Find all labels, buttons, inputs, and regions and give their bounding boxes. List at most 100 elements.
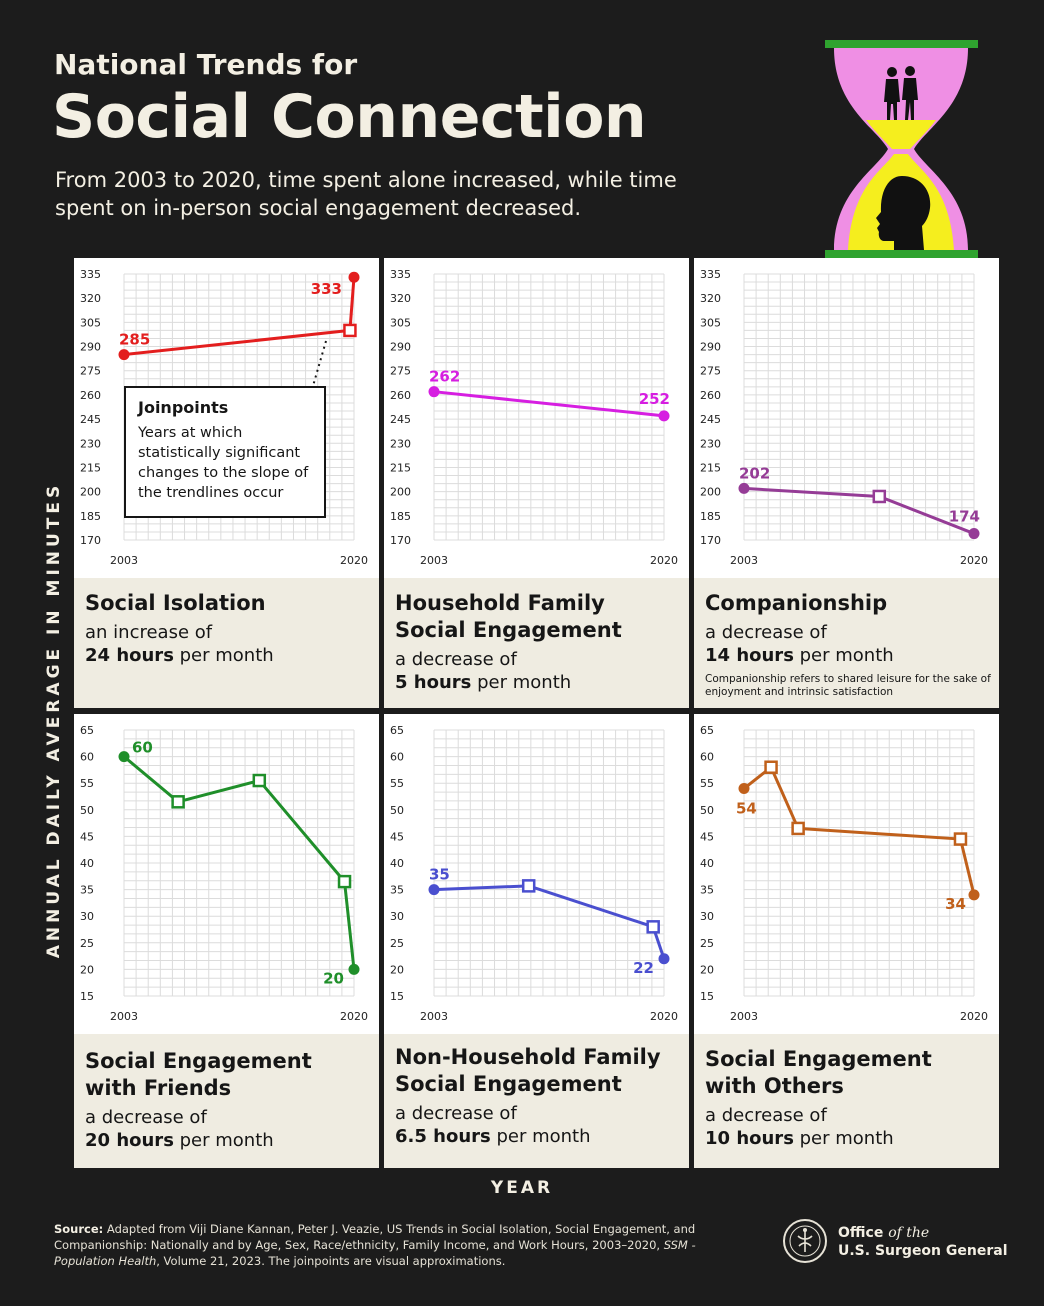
chart-companionship: 335 320 305 290 275 260 245 230 215 200 185 170 2003…	[700, 268, 988, 567]
joinpoint-marker	[764, 760, 778, 774]
page-title: Social Connection	[52, 82, 647, 152]
desc-suffix: per month	[490, 1126, 591, 1147]
y-tick-label: 335	[700, 268, 721, 281]
change-description: a decrease of 10 hours per month	[705, 1104, 991, 1150]
data-label: 20	[323, 969, 344, 987]
chart-household: 335 320 305 290 275 260 245 230 215 200 185 170 2003…	[390, 268, 678, 567]
series-line	[433, 390, 665, 418]
y-tick-label: 30	[700, 910, 714, 923]
data-label: 262	[429, 368, 460, 386]
x-tick-label: 2020	[960, 554, 988, 567]
callout-text: Years at which statistically significant…	[138, 425, 309, 501]
endpoint-marker	[968, 889, 980, 901]
data-label: 54	[736, 800, 757, 818]
org-of-the: of the	[888, 1225, 930, 1241]
x-tick-label: 2003	[730, 1010, 758, 1023]
y-tick-label: 290	[80, 341, 101, 354]
y-tick-label: 170	[700, 534, 721, 547]
data-label: 22	[633, 959, 654, 977]
y-tick-label: 200	[80, 486, 101, 499]
change-description: a decrease of 5 hours per month	[395, 648, 681, 694]
desc-amount: 6.5 hours	[395, 1126, 491, 1147]
y-axis-label: ANNUAL DAILY AVERAGE IN MINUTES	[44, 481, 64, 959]
desc-amount: 24 hours	[85, 645, 174, 666]
y-tick-label: 320	[700, 292, 721, 305]
y-tick-label: 290	[700, 341, 721, 354]
y-tick-label: 335	[80, 268, 101, 281]
desc-prefix: a decrease of	[705, 622, 827, 643]
endpoint-marker	[658, 410, 670, 422]
y-tick-label: 60	[390, 751, 404, 764]
y-tick-label: 230	[700, 437, 721, 450]
y-tick-label: 245	[80, 413, 101, 426]
joinpoint-marker	[872, 489, 887, 504]
source-label: Source:	[54, 1222, 104, 1236]
y-tick-label: 65	[390, 724, 404, 737]
surgeon-general-seal-icon	[783, 1219, 827, 1263]
plot-area: 335 320 305 290 275 260 245 230 215 200 185 170 2003…	[694, 258, 999, 578]
endpoint-marker	[118, 349, 130, 361]
desc-suffix: per month	[793, 1128, 894, 1149]
hourglass-bottom-bar	[825, 250, 978, 258]
desc-prefix: a decrease of	[85, 1107, 207, 1128]
chart-title: Social Engagement with Friends	[85, 1049, 312, 1100]
y-tick-label: 290	[390, 341, 411, 354]
x-tick-label: 2020	[340, 554, 368, 567]
y-tick-label: 230	[390, 437, 411, 450]
y-tick-label: 305	[700, 316, 721, 329]
callout-title: Joinpoints	[138, 398, 229, 417]
change-description: an increase of 24 hours per month	[85, 621, 371, 667]
x-tick-label: 2003	[420, 1010, 448, 1023]
y-tick-label: 15	[80, 990, 94, 1003]
panel-others: 65 60 55 50 45 40 35 30 25 20 15 2003 2020 54 34 Socia…	[694, 714, 999, 1168]
y-tick-label: 50	[700, 804, 714, 817]
y-tick-label: 25	[390, 937, 404, 950]
org-name: Office of the U.S. Surgeon General	[838, 1224, 1008, 1260]
endpoint-marker	[658, 953, 670, 965]
definition-note: Companionship refers to shared leisure f…	[705, 673, 991, 698]
source-journal: SSM - Population Health	[54, 1238, 696, 1268]
org-line2: U.S. Surgeon General	[838, 1243, 1008, 1259]
desc-amount: 14 hours	[705, 645, 794, 666]
y-tick-label: 40	[80, 857, 94, 870]
joinpoints-callout: Joinpoints Years at which statistically …	[124, 386, 326, 518]
y-tick-label: 185	[390, 510, 411, 523]
data-label: 202	[739, 464, 770, 482]
change-description: a decrease of 6.5 hours per month	[395, 1102, 681, 1148]
caption: Companionship a decrease of 14 hours per …	[705, 590, 991, 699]
caption: Household Family Social Engagement a dec…	[395, 590, 681, 694]
y-tick-label: 55	[80, 777, 94, 790]
y-tick-label: 45	[390, 830, 404, 843]
endpoint-marker	[428, 386, 440, 398]
data-label: 34	[945, 895, 966, 913]
y-tick-label: 260	[390, 389, 411, 402]
caption: Non-Household Family Social Engagement a…	[395, 1044, 681, 1148]
desc-suffix: per month	[471, 672, 572, 693]
y-tick-label: 65	[700, 724, 714, 737]
y-tick-label: 170	[390, 534, 411, 547]
joinpoint-marker	[953, 832, 968, 846]
desc-suffix: per month	[173, 645, 274, 666]
y-tick-label: 60	[700, 751, 714, 764]
y-tick-label: 60	[80, 751, 94, 764]
data-label: 35	[429, 866, 450, 884]
y-tick-label: 15	[700, 990, 714, 1003]
org-line1: Office	[838, 1225, 884, 1241]
desc-suffix: per month	[173, 1130, 274, 1151]
data-label: 60	[132, 739, 153, 757]
hourglass-top-bar	[825, 40, 978, 48]
y-tick-label: 245	[390, 413, 411, 426]
data-label: 252	[639, 390, 670, 408]
y-tick-label: 185	[80, 510, 101, 523]
joinpoint-marker	[521, 879, 536, 893]
y-tick-label: 245	[700, 413, 721, 426]
joinpoint-marker	[646, 920, 660, 934]
plot-area: 335 320 305 290 275 260 245 230 215 200 185 170 2003…	[384, 258, 689, 578]
y-tick-label: 40	[700, 857, 714, 870]
y-tick-label: 305	[80, 316, 101, 329]
panel-nonhousehold: 65 60 55 50 45 40 35 30 25 20 15 2003 2020 35 22 Non-H…	[384, 714, 689, 1168]
endpoint-marker	[348, 271, 360, 283]
caption: Social Engagement with Others a decrease…	[705, 1046, 991, 1150]
desc-suffix: per month	[793, 645, 894, 666]
two-people-silhouette	[884, 66, 918, 120]
